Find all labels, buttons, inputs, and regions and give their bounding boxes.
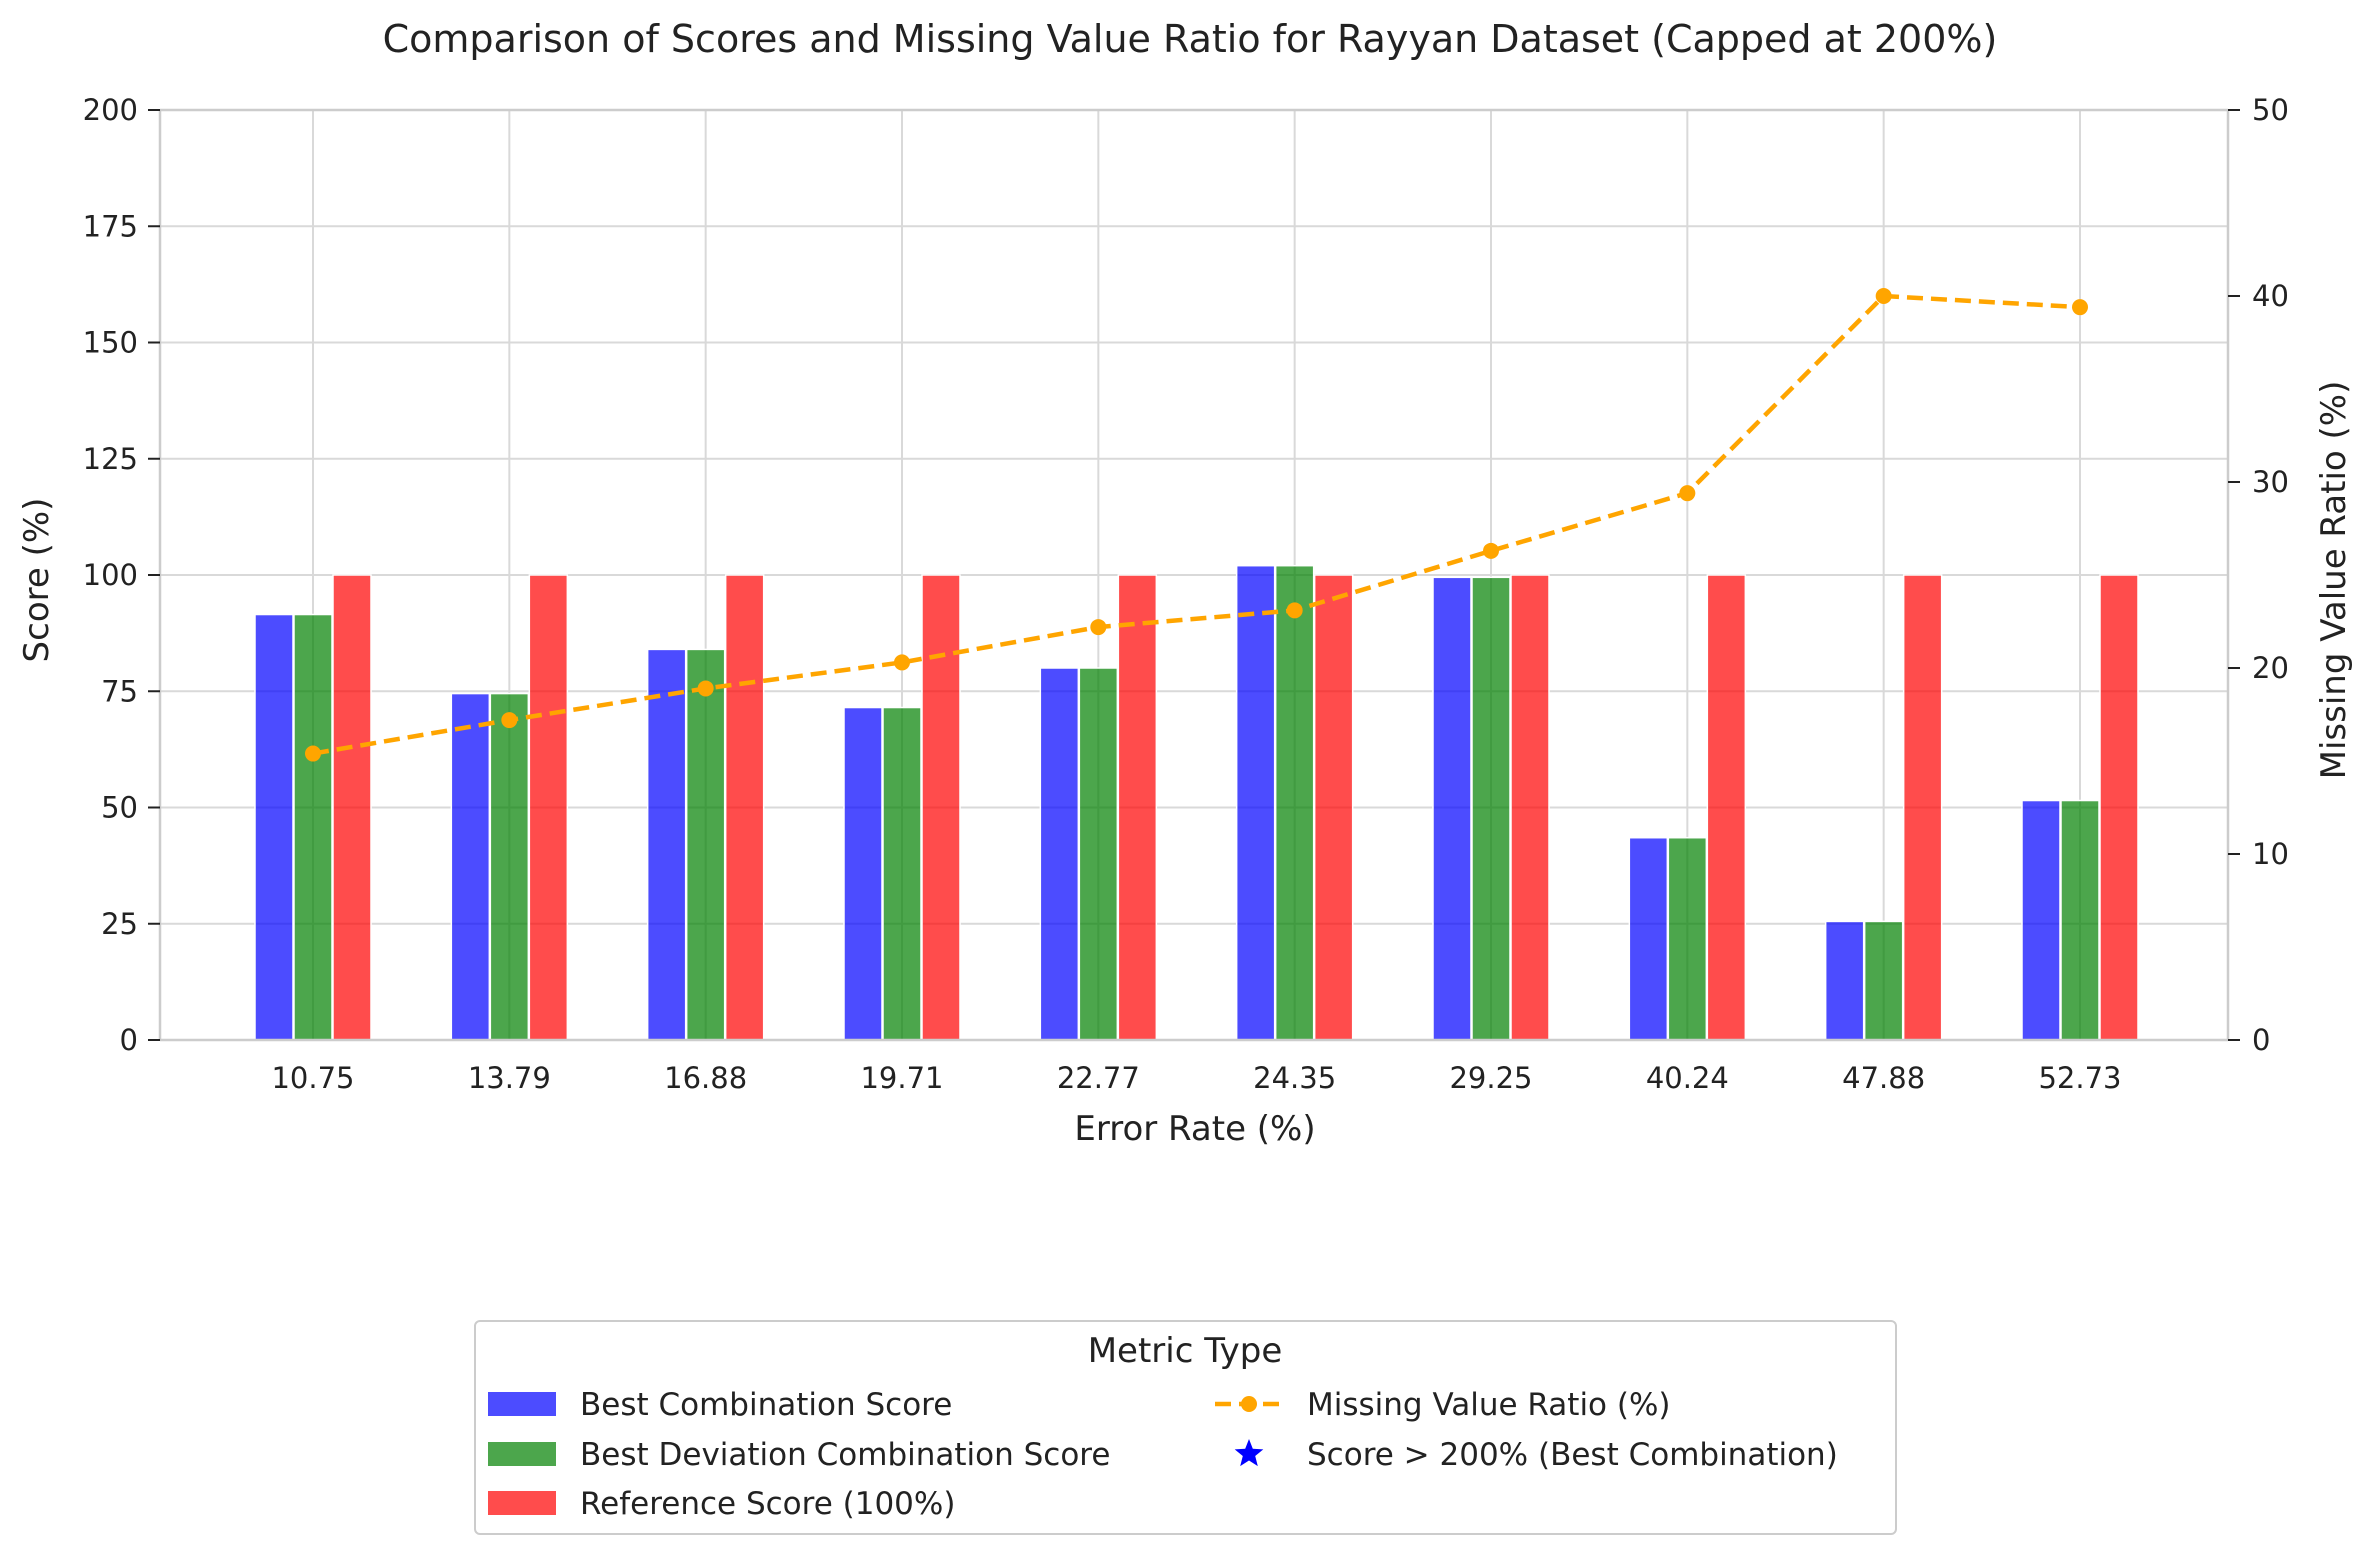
line-point <box>2072 299 2088 316</box>
bar <box>1824 920 1865 1041</box>
bar <box>1863 920 1904 1041</box>
y-tick-label: 175 <box>83 209 138 243</box>
bar <box>489 692 530 1041</box>
y2-tick-label: 20 <box>2252 651 2289 685</box>
legend-label: Reference Score (100%) <box>580 1486 955 1522</box>
bar <box>254 613 294 1041</box>
y-tick-label: 100 <box>83 558 138 592</box>
y2-tick-label: 0 <box>2252 1023 2270 1057</box>
x-tick-label: 16.88 <box>664 1061 747 1095</box>
line-point <box>1875 288 1892 304</box>
legend-star-marker <box>1234 1439 1264 1467</box>
x-axis-label: Error Rate (%) <box>1074 1109 1315 1149</box>
bar <box>1628 836 1669 1041</box>
bar <box>1039 667 1080 1041</box>
bar <box>1902 574 1943 1041</box>
bar <box>1117 574 1158 1041</box>
y-tick-label: 75 <box>101 674 138 708</box>
bar <box>450 692 491 1041</box>
legend-label: Missing Value Ratio (%) <box>1307 1387 1671 1423</box>
legend-swatch <box>488 1442 556 1466</box>
legend-swatch <box>488 1392 556 1416</box>
line-point <box>894 654 910 671</box>
y2-tick-label: 30 <box>2252 465 2289 499</box>
bar <box>528 574 569 1041</box>
x-tick-label: 40.24 <box>1646 1061 1729 1095</box>
line-point <box>1483 542 1499 559</box>
bar <box>843 706 883 1041</box>
axes: 0 25 50 75 100 125 150 175 200 0 10 20 30 40 50 10.75 13… <box>83 93 2289 1095</box>
line-point <box>1679 485 1696 502</box>
x-tick-label: 29.25 <box>1449 1061 1532 1095</box>
bar <box>1313 574 1354 1041</box>
y-tick-label: 125 <box>83 442 138 476</box>
x-tick-label: 52.73 <box>2038 1061 2121 1095</box>
bar <box>1471 576 1511 1041</box>
y2-tick-label: 40 <box>2252 279 2289 313</box>
bar <box>1274 564 1315 1041</box>
bar <box>1667 836 1708 1041</box>
line-point <box>501 712 518 729</box>
x-tick-label: 24.35 <box>1253 1061 1336 1095</box>
bar <box>921 574 961 1041</box>
x-tick-label: 22.77 <box>1057 1061 1140 1095</box>
y-tick-label: 200 <box>83 93 138 127</box>
legend-label: Best Deviation Combination Score <box>580 1437 1110 1473</box>
y2-tick-label: 50 <box>2252 93 2289 127</box>
x-tick-label: 47.88 <box>1842 1061 1925 1095</box>
y-tick-label: 150 <box>83 326 138 360</box>
bar <box>1235 564 1276 1041</box>
chart-title: Comparison of Scores and Missing Value R… <box>383 17 1998 61</box>
y-tick-label: 0 <box>120 1023 138 1057</box>
missing-ratio-line <box>305 288 2088 762</box>
bar <box>1706 574 1747 1041</box>
line-point <box>1286 602 1303 619</box>
bars <box>254 564 2139 1041</box>
x-tick-label: 10.75 <box>271 1061 354 1095</box>
bar <box>882 706 922 1041</box>
line-point <box>305 745 321 762</box>
legend-label: Score > 200% (Best Combination) <box>1307 1437 1838 1473</box>
line-point <box>697 680 714 697</box>
legend-line-marker <box>1241 1396 1257 1412</box>
bar <box>2060 799 2100 1041</box>
missing-ratio-polyline <box>312 293 2081 756</box>
bar <box>724 574 765 1041</box>
y2-axis-label: Missing Value Ratio (%) <box>2314 381 2354 780</box>
y-tick-label: 50 <box>101 791 138 825</box>
legend-frame <box>474 1320 1897 1535</box>
bar <box>332 574 372 1041</box>
y-tick-label: 25 <box>101 907 138 941</box>
bar <box>2021 799 2061 1041</box>
bar <box>293 613 333 1041</box>
bar <box>646 648 687 1041</box>
legend-title: Metric Type <box>1088 1331 1283 1371</box>
x-tick-label: 13.79 <box>468 1061 551 1095</box>
bar <box>1432 576 1472 1041</box>
legend: Metric Type Best Combination Score Best D… <box>474 1320 1897 1535</box>
legend-label: Best Combination Score <box>580 1387 952 1423</box>
line-point <box>1090 619 1107 636</box>
bar <box>685 648 726 1041</box>
x-tick-label: 19.71 <box>860 1061 943 1095</box>
bar <box>1510 574 1550 1041</box>
y2-tick-label: 10 <box>2252 837 2289 871</box>
bar <box>1078 667 1119 1041</box>
bar <box>2099 574 2139 1041</box>
legend-swatch <box>488 1491 556 1515</box>
y-axis-label: Score (%) <box>17 498 57 663</box>
